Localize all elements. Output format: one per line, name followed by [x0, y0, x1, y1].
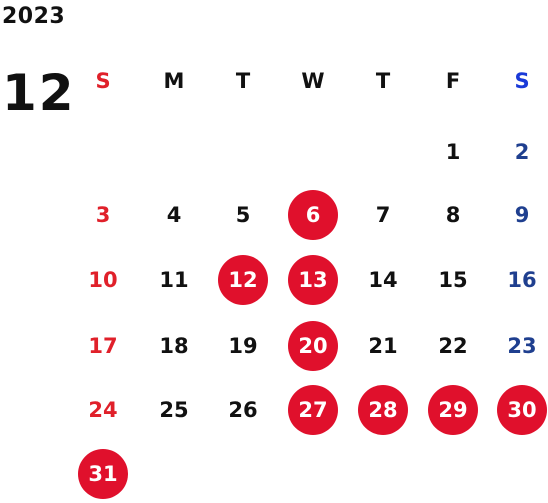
weekday-tuesday: T: [235, 69, 251, 93]
day-cell-9: 9: [514, 203, 530, 227]
day-cell-1: 1: [445, 140, 461, 164]
day-cell-24: 24: [88, 398, 118, 422]
day-cell-7: 7: [375, 203, 391, 227]
day-cell-29: 29: [428, 385, 478, 435]
weekday-friday: F: [445, 69, 461, 93]
weekday-monday: M: [163, 69, 185, 93]
day-cell-26: 26: [228, 398, 258, 422]
day-cell-6: 6: [288, 190, 338, 240]
day-cell-8: 8: [445, 203, 461, 227]
day-cell-4: 4: [166, 203, 182, 227]
month-label: 12: [2, 64, 76, 122]
weekday-saturday: S: [514, 69, 530, 93]
day-cell-27: 27: [288, 385, 338, 435]
day-cell-23: 23: [507, 334, 537, 358]
day-cell-10: 10: [88, 268, 118, 292]
day-cell-15: 15: [438, 268, 468, 292]
day-cell-17: 17: [88, 334, 118, 358]
day-cell-2: 2: [514, 140, 530, 164]
day-cell-5: 5: [235, 203, 251, 227]
day-cell-22: 22: [438, 334, 468, 358]
day-cell-19: 19: [228, 334, 258, 358]
year-label: 2023: [2, 4, 66, 29]
weekday-wednesday: W: [301, 69, 325, 93]
day-cell-16: 16: [507, 268, 537, 292]
day-cell-25: 25: [159, 398, 189, 422]
day-cell-13: 13: [288, 255, 338, 305]
day-cell-11: 11: [159, 268, 189, 292]
day-cell-31: 31: [78, 449, 128, 499]
day-cell-3: 3: [95, 203, 111, 227]
weekday-sunday: S: [95, 69, 111, 93]
day-cell-30: 30: [497, 385, 547, 435]
weekday-thursday: T: [375, 69, 391, 93]
day-cell-21: 21: [368, 334, 398, 358]
day-cell-12: 12: [218, 255, 268, 305]
day-cell-14: 14: [368, 268, 398, 292]
day-cell-28: 28: [358, 385, 408, 435]
day-cell-18: 18: [159, 334, 189, 358]
day-cell-20: 20: [288, 321, 338, 371]
